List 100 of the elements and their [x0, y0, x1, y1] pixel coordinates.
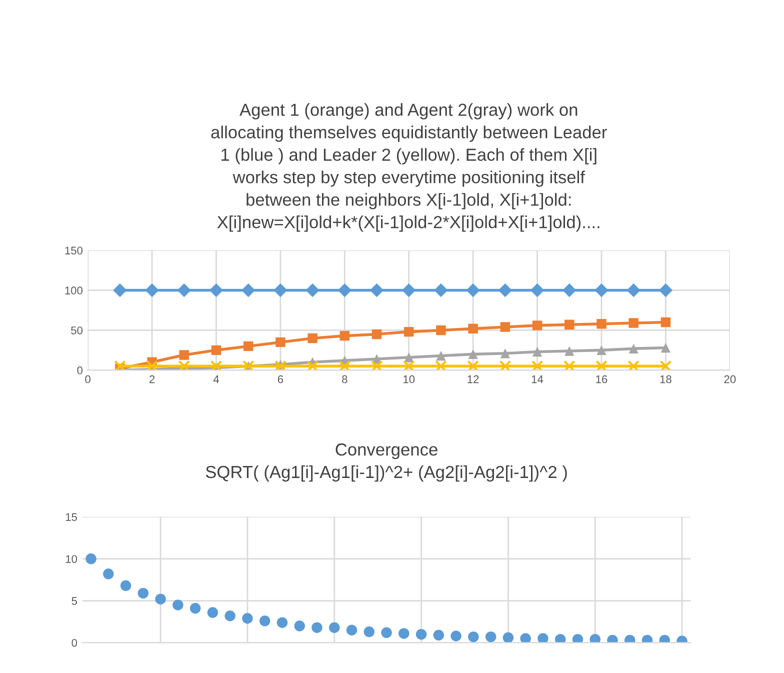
point [499, 360, 512, 370]
point [436, 350, 446, 361]
chart-title: Agent 1 (orange) and Agent 2(gray) work on allocating themselves equidistantly between Leader 1 (blue ) and Leader 2 (yellow). Each of them X[i] works step by step everytime positioning itself between the neighbors X[i-1]old, X[i+1]old: X[i]new=X[i]old+k*(X[i-1]old-2*X[i]old+X[i+1]old).... [211, 103, 607, 232]
chart-subtitle: SQRT( (Ag1[i]-Ag1[i-1])^2+ (Ag2[i]-Ag2[i-1])^2 ) [206, 465, 567, 482]
point [209, 283, 224, 298]
point [532, 346, 542, 357]
point [564, 320, 574, 330]
point [259, 616, 270, 626]
y-tick-label: 100 [65, 286, 83, 294]
point [660, 342, 671, 353]
x-tick-label: 4 [213, 375, 219, 384]
point [402, 283, 416, 298]
point [485, 631, 496, 642]
point [450, 630, 462, 642]
x-tick-label: 14 [532, 375, 544, 384]
x-tick-label: 16 [596, 375, 608, 384]
point [404, 352, 414, 362]
point [146, 360, 158, 370]
point [294, 620, 305, 632]
point [224, 610, 236, 622]
point [596, 345, 606, 356]
point [190, 602, 201, 614]
point [404, 326, 414, 337]
point [211, 345, 222, 356]
point [628, 318, 638, 328]
point [172, 600, 184, 610]
y-tick-label: 10 [66, 555, 78, 563]
x-tick-label: 10 [404, 375, 415, 384]
point [628, 360, 640, 370]
point [338, 283, 352, 298]
point [242, 613, 253, 624]
point [658, 283, 673, 298]
point [178, 360, 190, 370]
point [113, 283, 127, 298]
point [562, 283, 576, 298]
point [500, 322, 510, 332]
point [207, 607, 218, 618]
y-tick-label: 5 [72, 597, 77, 605]
point [563, 360, 576, 370]
point [308, 333, 318, 344]
point [402, 360, 415, 370]
point [435, 360, 447, 370]
point [590, 634, 600, 643]
point [502, 632, 514, 643]
point [626, 283, 640, 298]
point [538, 633, 548, 643]
point [572, 634, 584, 643]
y-tick-label: 15 [66, 513, 77, 521]
point [276, 337, 286, 348]
point [596, 318, 606, 329]
point [346, 624, 358, 636]
point [370, 360, 383, 370]
point [177, 283, 191, 298]
point [328, 622, 340, 633]
point [103, 568, 114, 580]
point [241, 283, 256, 298]
point [274, 283, 288, 298]
point [433, 630, 444, 641]
point [628, 344, 638, 354]
point [531, 360, 544, 370]
point [416, 628, 427, 640]
point [500, 348, 510, 358]
point [530, 283, 544, 298]
point [120, 580, 132, 592]
point [564, 346, 574, 356]
point [338, 360, 351, 370]
point [114, 360, 126, 370]
y-tick-label: 50 [71, 326, 83, 334]
point [306, 283, 320, 298]
y-tick-label: 150 [65, 246, 83, 254]
point [594, 283, 608, 298]
point [243, 341, 254, 352]
point [179, 350, 189, 360]
point [370, 283, 384, 298]
y-tick-label: 0 [72, 638, 78, 647]
point [532, 320, 542, 330]
point [340, 330, 350, 341]
point [138, 588, 149, 599]
point [364, 626, 375, 638]
point [554, 634, 566, 643]
x-tick-label: 18 [660, 375, 672, 384]
x-tick-label: 6 [278, 375, 284, 384]
point [381, 627, 392, 638]
y-tick-label: 0 [77, 366, 83, 374]
x-tick-label: 0 [85, 375, 90, 384]
point [398, 628, 410, 639]
point [276, 617, 288, 628]
point [372, 329, 382, 340]
point [155, 594, 166, 604]
x-tick-label: 12 [468, 375, 479, 384]
point [468, 349, 478, 360]
point [520, 633, 531, 643]
point [434, 283, 448, 298]
point [145, 283, 159, 298]
chart-title: Convergence [336, 443, 438, 460]
point [466, 283, 480, 298]
point [660, 317, 671, 328]
point [596, 360, 608, 370]
point [468, 631, 479, 642]
point [436, 325, 446, 336]
